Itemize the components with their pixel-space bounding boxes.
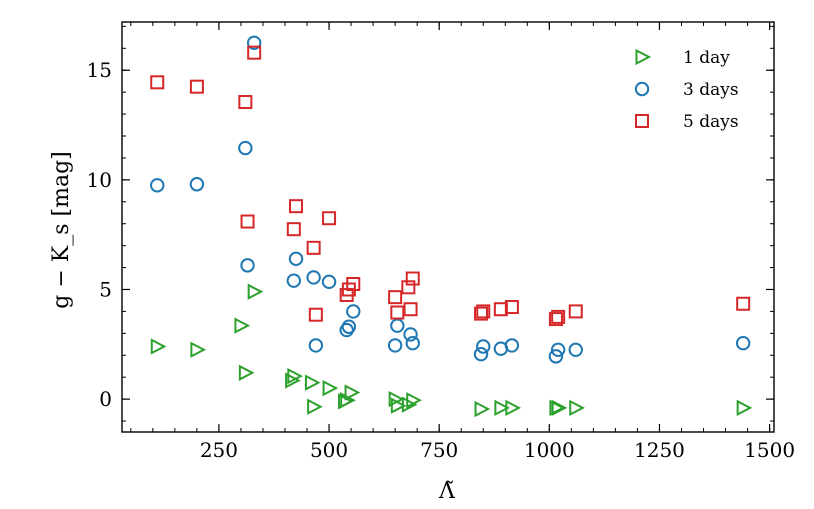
data-point xyxy=(190,341,207,358)
data-point xyxy=(240,258,255,273)
data-point xyxy=(568,304,583,319)
data-point xyxy=(476,339,491,354)
data-point xyxy=(504,300,519,315)
data-point xyxy=(473,346,489,362)
data-point xyxy=(476,304,491,319)
legend-entry: 5 days xyxy=(635,112,739,132)
data-point xyxy=(548,312,563,327)
data-point xyxy=(308,338,324,353)
data-point xyxy=(568,342,583,357)
data-point xyxy=(494,399,511,417)
data-point xyxy=(474,400,491,418)
data-point xyxy=(321,274,337,290)
data-point xyxy=(238,140,253,156)
x-tick-label: 750 xyxy=(420,438,458,462)
data-point xyxy=(474,306,489,321)
legend-marker xyxy=(635,48,652,66)
x-tick-label: 1250 xyxy=(634,438,685,462)
legend-label: 1 day xyxy=(683,48,730,68)
data-point xyxy=(505,399,522,417)
axes: 250 500 750 1000 1250 1500 0 5 10 15 xyxy=(87,21,795,462)
data-point xyxy=(403,327,418,342)
data-point xyxy=(339,322,354,338)
y-axis-label: g − K_s [mag] xyxy=(49,151,74,308)
data-point xyxy=(307,398,323,415)
data-point xyxy=(549,399,566,417)
series-triangle-right xyxy=(150,283,753,418)
legend-marker xyxy=(635,114,649,128)
x-tick-label: 1000 xyxy=(524,438,575,462)
plot-frame xyxy=(121,21,775,433)
data-point xyxy=(304,374,321,391)
data-point xyxy=(322,380,339,397)
data-point xyxy=(189,177,205,192)
x-axis-label: Λ̃ xyxy=(438,479,456,504)
data-point xyxy=(346,277,361,292)
data-point xyxy=(240,214,255,229)
data-point xyxy=(735,336,751,351)
data-point xyxy=(308,307,323,322)
data-point xyxy=(551,399,568,417)
data-point xyxy=(287,367,303,385)
data-point xyxy=(405,271,420,286)
data-point xyxy=(390,305,405,320)
y-tick-label: 5 xyxy=(99,277,112,301)
data-point xyxy=(504,338,520,353)
y-tick-label: 0 xyxy=(99,387,112,411)
data-point xyxy=(405,336,420,351)
data-point xyxy=(306,240,321,255)
data-point xyxy=(306,270,321,285)
data-point xyxy=(150,75,165,90)
data-point xyxy=(246,35,262,51)
data-point xyxy=(401,280,416,295)
data-point xyxy=(286,273,302,288)
data-point xyxy=(387,338,403,353)
data-point xyxy=(247,283,264,300)
y-tick-label: 10 xyxy=(87,168,112,192)
data-point xyxy=(238,364,255,381)
data-point xyxy=(286,222,301,237)
data-point xyxy=(341,319,357,334)
data-point xyxy=(247,45,262,60)
data-point xyxy=(569,399,585,417)
data-point xyxy=(285,372,301,389)
svg-text:Λ̃: Λ̃ xyxy=(438,479,456,504)
legend-marker xyxy=(634,81,650,97)
data-point xyxy=(189,79,204,94)
y-tick-label: 15 xyxy=(87,58,112,82)
data-point xyxy=(289,199,304,214)
data-point xyxy=(390,397,407,414)
data-point xyxy=(403,302,418,317)
data-point xyxy=(346,304,361,319)
svg-text:g − K_s [mag]: g − K_s [mag] xyxy=(49,151,74,308)
series-square xyxy=(150,45,751,327)
legend-entry: 3 days xyxy=(634,80,739,100)
series-circle xyxy=(150,35,751,364)
data-point xyxy=(406,392,422,409)
x-tick-label: 1500 xyxy=(744,438,795,462)
data-point xyxy=(150,338,167,355)
legend-label: 5 days xyxy=(683,112,739,132)
legend-entry: 1 day xyxy=(635,48,730,68)
data-point xyxy=(150,178,165,193)
data-point xyxy=(322,211,337,226)
plot-area xyxy=(150,35,753,418)
data-point xyxy=(288,251,304,266)
data-point xyxy=(344,384,361,401)
data-point xyxy=(390,318,405,333)
data-point xyxy=(736,296,751,311)
data-point xyxy=(550,342,566,357)
legend: 1 day 3 days 5 days xyxy=(634,48,739,132)
data-point xyxy=(234,317,251,334)
data-point xyxy=(238,95,253,110)
data-point xyxy=(388,290,403,305)
legend-label: 3 days xyxy=(683,80,739,100)
x-tick-label: 500 xyxy=(310,438,348,462)
data-point xyxy=(548,349,564,364)
data-point xyxy=(736,399,753,417)
data-point xyxy=(551,309,566,324)
x-tick-label: 250 xyxy=(200,438,238,462)
data-point xyxy=(401,396,418,413)
